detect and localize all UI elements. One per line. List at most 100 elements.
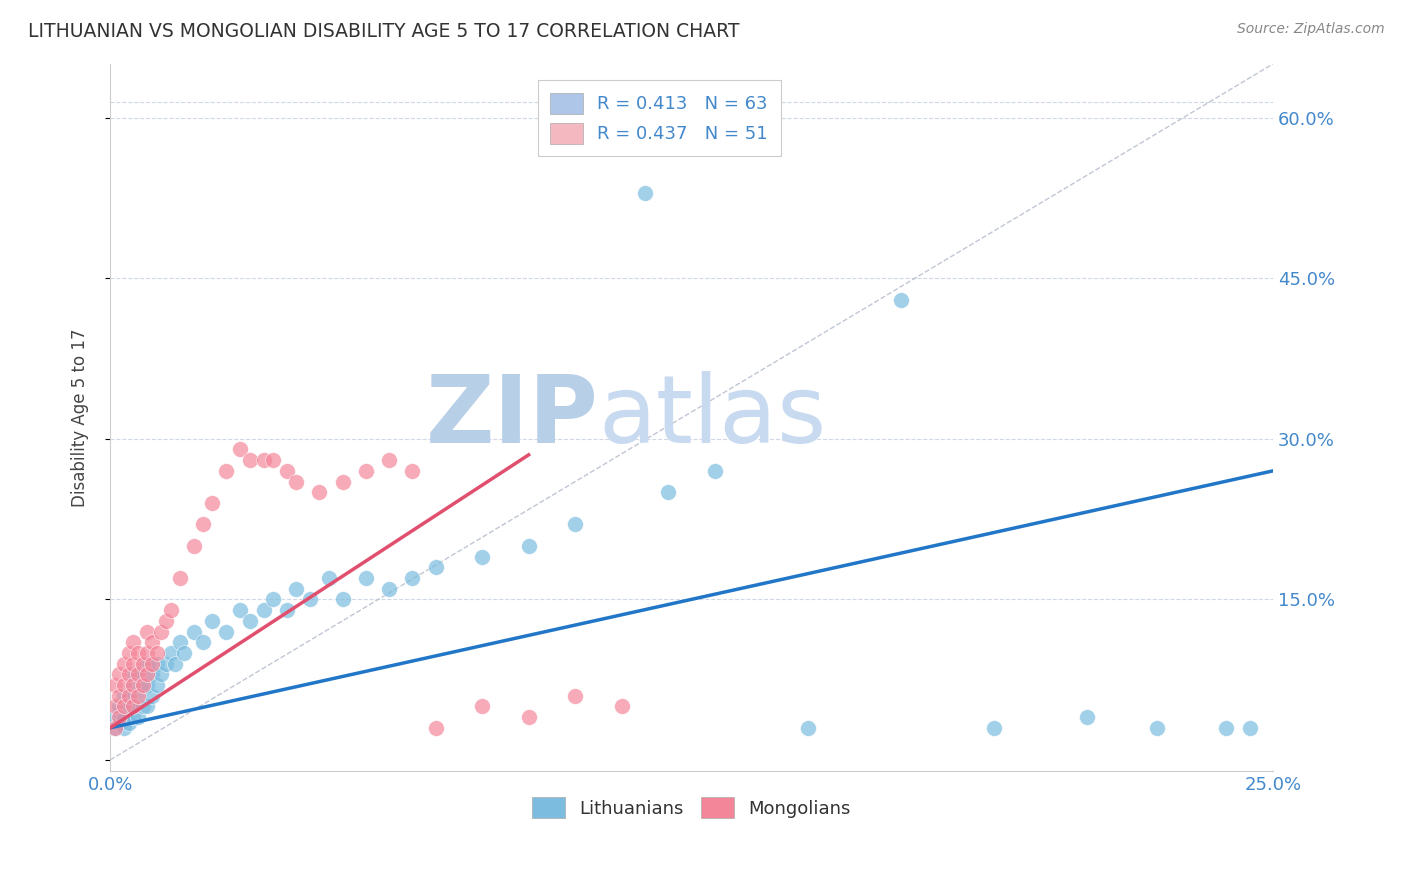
Point: [169, 571, 191, 585]
Point: [159, 646, 181, 660]
Point: [122, 699, 145, 714]
Point: [1146, 721, 1168, 735]
Point: [262, 592, 284, 607]
Point: [191, 517, 214, 532]
Point: [112, 657, 135, 671]
Point: [122, 657, 145, 671]
Point: [118, 689, 141, 703]
Point: [285, 475, 308, 489]
Point: [112, 710, 135, 724]
Point: [127, 646, 149, 660]
Point: [127, 667, 149, 681]
Point: [122, 678, 145, 692]
Point: [169, 635, 191, 649]
Point: [378, 453, 401, 467]
Point: [141, 657, 163, 671]
Point: [354, 464, 377, 478]
Point: [108, 715, 131, 730]
Point: [239, 614, 262, 628]
Point: [890, 293, 912, 307]
Point: [104, 710, 127, 724]
Point: [165, 657, 187, 671]
Point: [127, 689, 149, 703]
Point: [201, 614, 224, 628]
Point: [1239, 721, 1261, 735]
Point: [131, 699, 153, 714]
Point: [308, 485, 330, 500]
Point: [141, 635, 163, 649]
Point: [127, 667, 149, 681]
Point: [150, 624, 173, 639]
Point: [332, 475, 354, 489]
Point: [239, 453, 262, 467]
Point: [332, 592, 354, 607]
Point: [136, 657, 159, 671]
Point: [471, 549, 494, 564]
Point: [104, 699, 127, 714]
Point: [118, 646, 141, 660]
Point: [145, 646, 167, 660]
Point: [183, 624, 205, 639]
Text: Source: ZipAtlas.com: Source: ZipAtlas.com: [1237, 22, 1385, 37]
Point: [703, 464, 725, 478]
Point: [610, 699, 633, 714]
Point: [252, 603, 274, 617]
Point: [276, 603, 298, 617]
Point: [136, 646, 159, 660]
Point: [131, 657, 153, 671]
Point: [118, 699, 141, 714]
Point: [118, 689, 141, 703]
Point: [131, 678, 153, 692]
Point: [517, 710, 540, 724]
Point: [299, 592, 322, 607]
Point: [141, 667, 163, 681]
Point: [285, 582, 308, 596]
Point: [112, 678, 135, 692]
Point: [191, 635, 214, 649]
Point: [118, 667, 141, 681]
Point: [112, 699, 135, 714]
Point: [108, 667, 131, 681]
Point: [425, 721, 447, 735]
Point: [131, 678, 153, 692]
Point: [657, 485, 679, 500]
Point: [401, 571, 423, 585]
Point: [354, 571, 377, 585]
Point: [564, 689, 586, 703]
Point: [401, 464, 423, 478]
Point: [136, 699, 159, 714]
Y-axis label: Disability Age 5 to 17: Disability Age 5 to 17: [72, 328, 89, 507]
Point: [108, 705, 131, 719]
Point: [150, 667, 173, 681]
Point: [318, 571, 340, 585]
Point: [159, 603, 181, 617]
Point: [262, 453, 284, 467]
Point: [141, 689, 163, 703]
Point: [183, 539, 205, 553]
Point: [104, 721, 127, 735]
Point: [796, 721, 818, 735]
Point: [122, 678, 145, 692]
Point: [983, 721, 1005, 735]
Point: [145, 657, 167, 671]
Point: [108, 710, 131, 724]
Point: [425, 560, 447, 574]
Point: [155, 614, 177, 628]
Point: [127, 710, 149, 724]
Point: [136, 624, 159, 639]
Point: [145, 678, 167, 692]
Point: [201, 496, 224, 510]
Point: [122, 667, 145, 681]
Legend: Lithuanians, Mongolians: Lithuanians, Mongolians: [524, 790, 858, 825]
Point: [173, 646, 195, 660]
Point: [378, 582, 401, 596]
Point: [229, 442, 252, 457]
Point: [136, 667, 159, 681]
Point: [155, 657, 177, 671]
Point: [104, 721, 127, 735]
Point: [122, 635, 145, 649]
Point: [276, 464, 298, 478]
Text: atlas: atlas: [599, 371, 827, 463]
Point: [471, 699, 494, 714]
Point: [1076, 710, 1098, 724]
